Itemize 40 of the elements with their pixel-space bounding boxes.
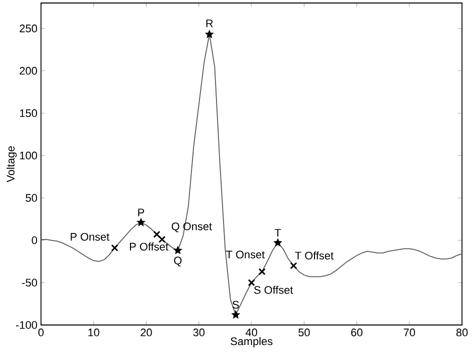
x-tick-label: 70 xyxy=(404,328,416,336)
point xyxy=(174,246,182,254)
x-axis-title: Samples xyxy=(230,337,272,348)
point xyxy=(153,230,160,238)
y-tick-label: 0 xyxy=(32,236,38,244)
x-tick-label: 20 xyxy=(140,328,152,336)
annotation: T Offset xyxy=(295,251,334,260)
annotation: P Offset xyxy=(130,242,168,251)
x-tick-label: 30 xyxy=(193,328,205,336)
x-tick-label: 0 xyxy=(38,328,44,336)
y-tick-label: 250 xyxy=(20,24,38,32)
point xyxy=(232,310,240,318)
annotation: T xyxy=(274,229,281,237)
point xyxy=(258,268,266,276)
y-tick-label: 150 xyxy=(20,109,38,118)
x-tick-label: 60 xyxy=(351,328,362,336)
y-tick-label: -100 xyxy=(16,321,38,329)
point xyxy=(274,238,282,246)
annotation: P xyxy=(138,208,144,216)
annotation: S Offset xyxy=(254,286,294,294)
y-tick-label: 100 xyxy=(20,152,38,160)
x-tick-label: 80 xyxy=(456,328,468,336)
point xyxy=(205,30,214,38)
annotation: S xyxy=(232,300,239,309)
y-tick-label: -50 xyxy=(22,278,38,287)
annotation: Q xyxy=(174,256,182,266)
point xyxy=(158,236,166,243)
point xyxy=(290,262,298,270)
y-axis-title: Voltage xyxy=(6,146,17,182)
point xyxy=(136,218,146,226)
x-tick-label: 50 xyxy=(298,328,310,336)
x-tick-label: 10 xyxy=(88,328,100,336)
y-tick-label: 50 xyxy=(26,194,38,202)
annotation: P Onset xyxy=(70,232,110,241)
annotation: R xyxy=(206,20,213,28)
point xyxy=(248,279,256,286)
x-tick-label: 40 xyxy=(246,328,258,336)
y-tick-label: 200 xyxy=(20,66,38,75)
annotation: T Onset xyxy=(226,250,265,258)
point xyxy=(111,244,118,252)
